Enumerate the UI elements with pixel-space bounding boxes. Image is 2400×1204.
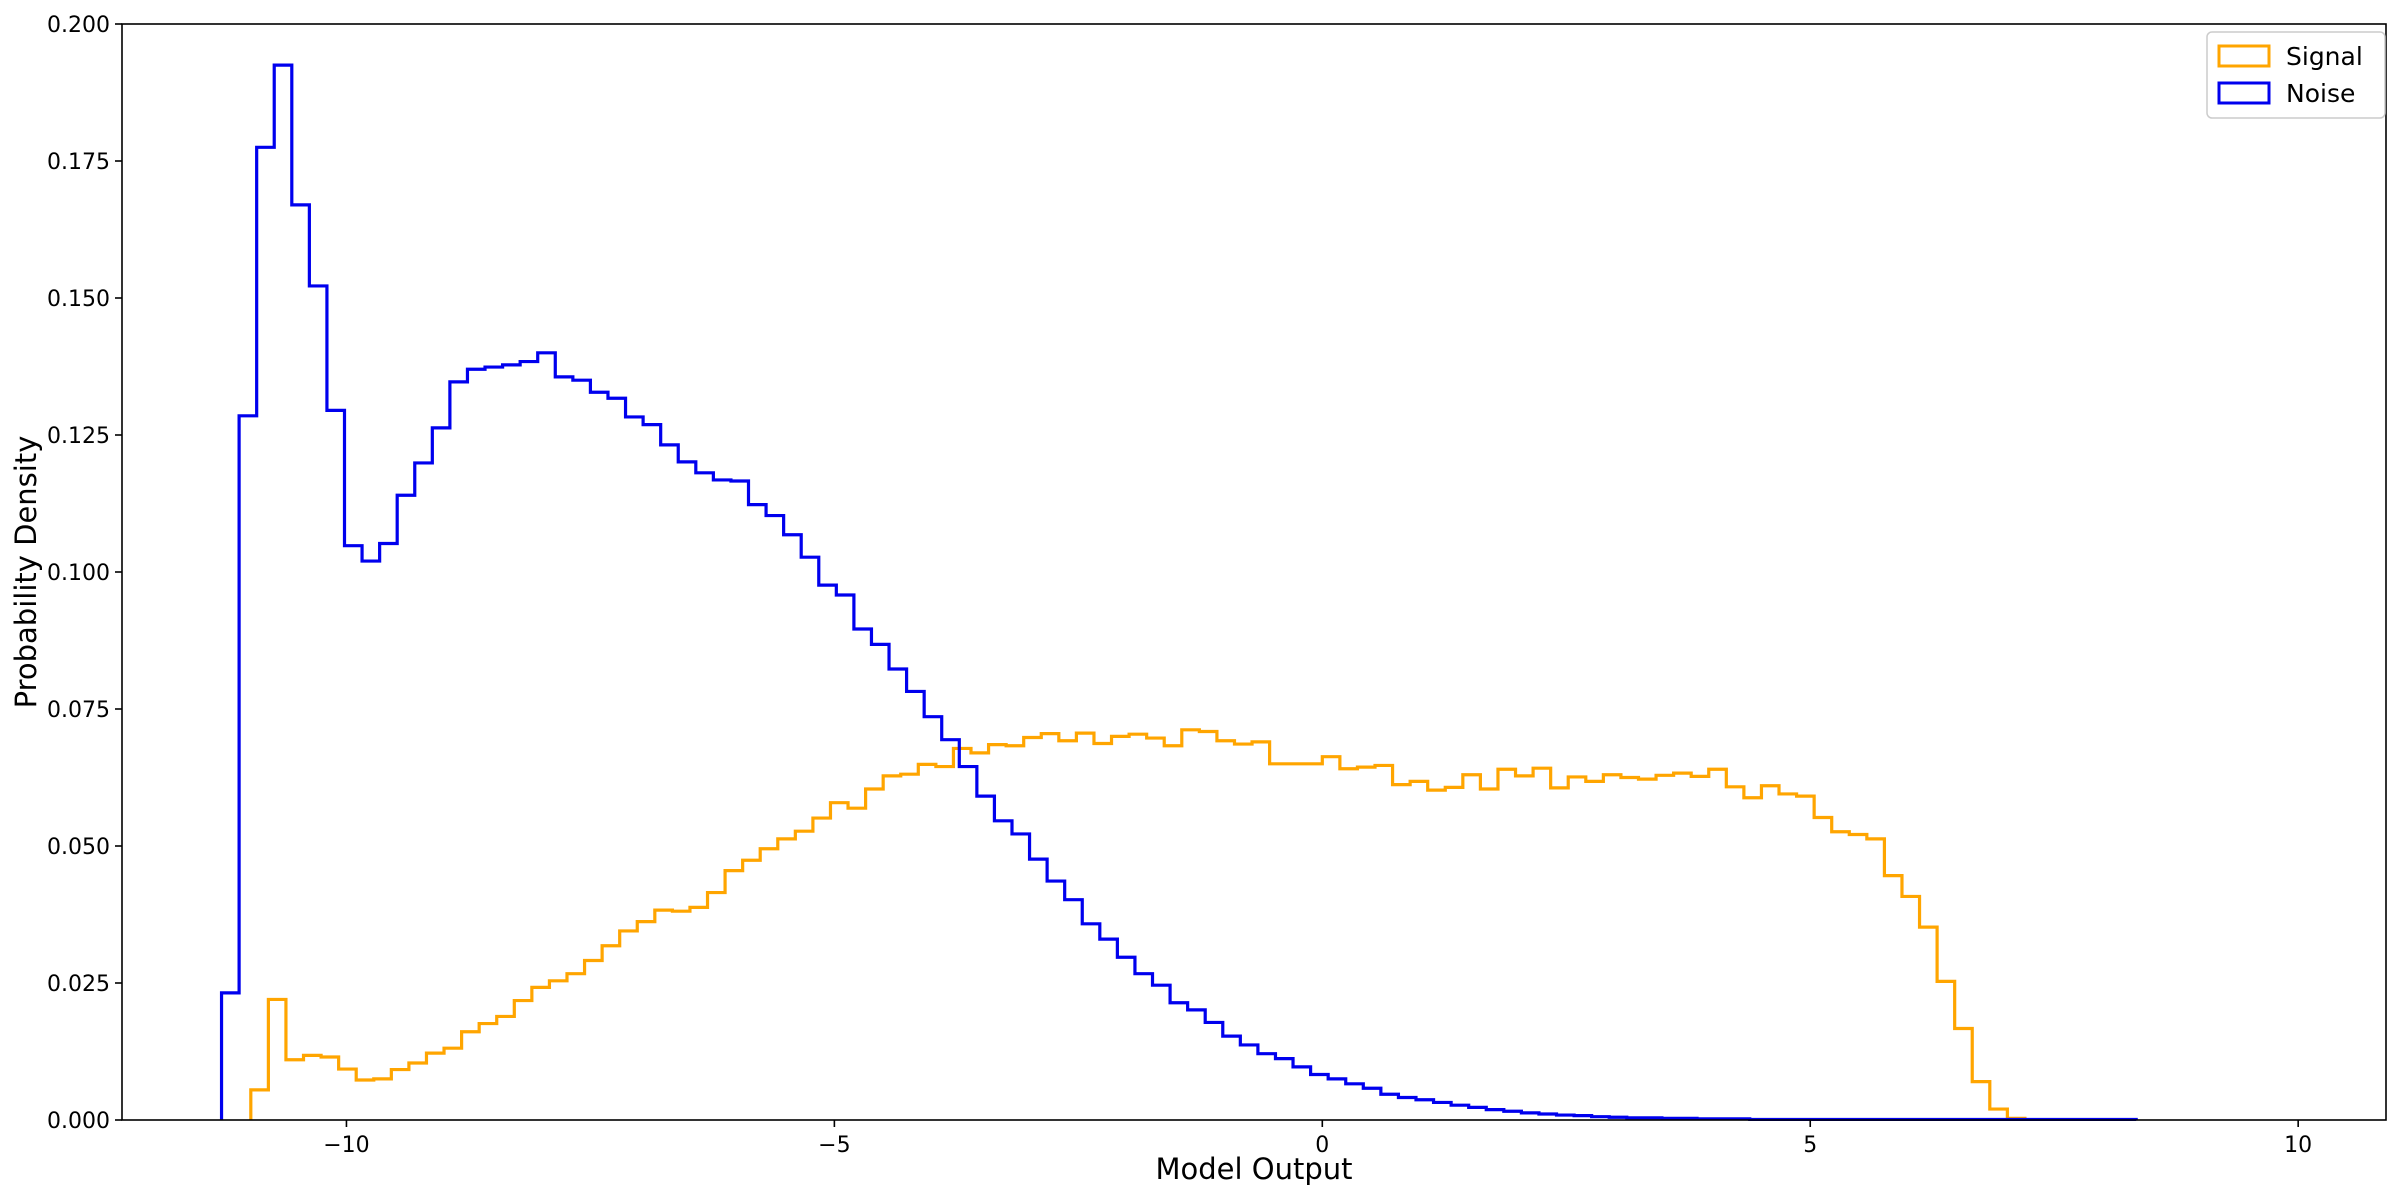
y-tick-label: 0.100 [47,561,110,586]
y-tick-label: 0.050 [47,835,110,860]
legend-label-signal: Signal [2286,42,2363,71]
x-axis-ticks: −10 −5 0 5 10 [323,1120,2312,1158]
series-layer [219,63,2138,1122]
axes-frame [121,23,2387,1121]
x-tick-label: 10 [2284,1133,2312,1158]
legend-entry-signal: Signal [2217,42,2363,71]
y-tick-label: 0.075 [47,698,110,723]
legend: Signal Noise [2206,31,2386,119]
x-tick-label: 5 [1803,1133,1817,1158]
y-tick-label: 0.175 [47,150,110,175]
legend-swatch-noise [2217,81,2271,105]
legend-entry-noise: Noise [2217,79,2355,108]
y-tick-label: 0.150 [47,287,110,312]
legend-box [2206,31,2386,119]
legend-label-noise: Noise [2286,79,2355,108]
x-tick-label: −10 [323,1133,369,1158]
series-line-signal [249,728,2027,1120]
x-tick-label: 0 [1315,1133,1329,1158]
y-tick-label: 0.000 [47,1109,110,1134]
y-tick-label: 0.025 [47,972,110,997]
x-tick-label: −5 [818,1133,850,1158]
y-axis-label: Probability Density [9,436,43,709]
x-axis-label: Model Output [1155,1152,1352,1186]
y-tick-label: 0.200 [47,13,110,38]
y-tick-label: 0.125 [47,424,110,449]
series-line-noise [219,63,2138,1122]
legend-swatch-signal [2217,44,2271,68]
y-axis-ticks: 0.000 0.025 0.050 0.075 0.100 0.125 0.150 0.175… [47,13,122,1134]
